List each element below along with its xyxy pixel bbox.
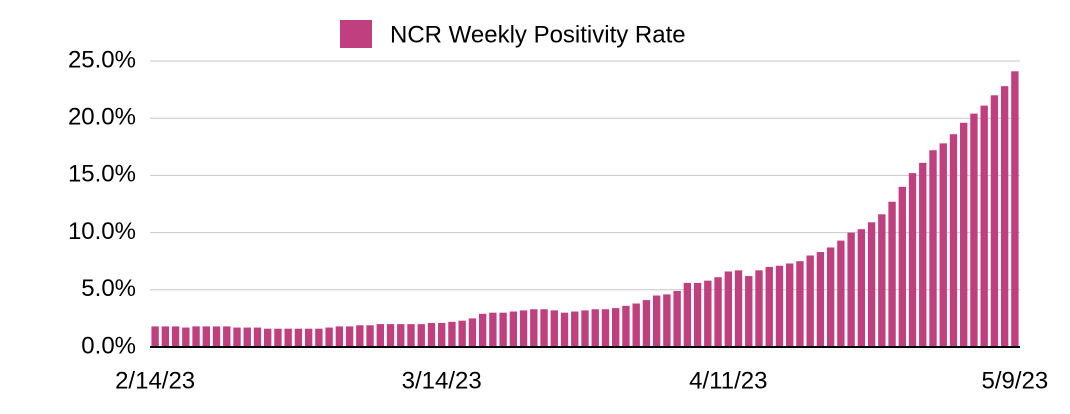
- bar: [253, 327, 262, 347]
- bar: [438, 322, 446, 347]
- bar: [294, 328, 303, 347]
- bar: [356, 325, 364, 347]
- bar: [960, 122, 968, 347]
- bar: [663, 294, 671, 347]
- y-tick-label: 25.0%: [68, 46, 136, 73]
- bar: [345, 326, 354, 347]
- bar: [652, 295, 661, 347]
- bar: [693, 282, 702, 347]
- bar: [161, 326, 170, 347]
- bar: [397, 324, 405, 347]
- bar: [949, 134, 958, 347]
- bar: [151, 326, 159, 347]
- bar: [755, 270, 763, 347]
- y-tick-label: 20.0%: [68, 104, 136, 131]
- bar: [734, 270, 743, 347]
- bar: [919, 162, 927, 347]
- bar: [581, 310, 589, 347]
- bar: [704, 280, 712, 347]
- bar: [274, 328, 282, 347]
- bar: [325, 327, 333, 347]
- x-tick-label: 5/9/23: [982, 367, 1049, 394]
- bar: [182, 327, 190, 347]
- y-tick-label: 10.0%: [68, 218, 136, 245]
- bar: [417, 324, 425, 347]
- bar: [304, 328, 313, 347]
- bar: [386, 324, 395, 347]
- bar: [1011, 71, 1019, 348]
- bar: [990, 95, 999, 347]
- bar: [796, 261, 804, 347]
- y-tick-label: 5.0%: [81, 275, 136, 302]
- bar: [335, 326, 344, 347]
- bar: [622, 305, 630, 347]
- bar: [745, 276, 753, 347]
- bar: [1000, 86, 1009, 347]
- bar: [724, 271, 732, 347]
- bar: [806, 255, 814, 347]
- bar: [642, 300, 651, 347]
- bar: [898, 186, 906, 347]
- bar: [366, 325, 374, 347]
- bar: [847, 232, 855, 347]
- bar: [264, 328, 272, 347]
- bar: [929, 150, 937, 347]
- bar: [243, 327, 251, 347]
- bar: [448, 321, 456, 347]
- bar: [202, 326, 210, 347]
- bar: [939, 143, 947, 347]
- bar: [468, 318, 477, 347]
- bar: [478, 313, 487, 347]
- legend-swatch: [340, 20, 372, 48]
- bar: [591, 309, 599, 347]
- bar: [171, 326, 180, 347]
- bar: [683, 282, 692, 347]
- bar: [816, 252, 825, 347]
- bar: [867, 222, 876, 347]
- bar: [427, 322, 436, 347]
- bar: [509, 311, 518, 347]
- bar: [212, 326, 221, 347]
- bar: [888, 201, 896, 347]
- y-tick-label: 15.0%: [68, 161, 136, 188]
- bar: [857, 229, 866, 347]
- bar: [530, 309, 538, 347]
- bar: [673, 290, 681, 347]
- bar: [837, 240, 845, 347]
- bar: [499, 312, 507, 347]
- x-tick-label: 2/14/23: [115, 367, 195, 394]
- bar: [970, 113, 978, 348]
- x-tick-label: 3/14/23: [402, 367, 482, 394]
- bar: [233, 327, 241, 347]
- bar: [714, 277, 722, 347]
- bar: [908, 173, 917, 347]
- bar: [775, 265, 784, 347]
- bar: [550, 310, 558, 347]
- legend-label: NCR Weekly Positivity Rate: [390, 21, 686, 48]
- bar: [223, 326, 231, 347]
- y-tick-label: 0.0%: [81, 332, 136, 359]
- bar: [458, 320, 466, 347]
- bar: [376, 324, 384, 347]
- bar: [489, 312, 497, 347]
- bar: [519, 310, 528, 347]
- bar: [315, 328, 323, 347]
- bar: [826, 247, 835, 347]
- bar: [632, 303, 640, 347]
- bar: [407, 324, 415, 347]
- bar: [980, 105, 988, 347]
- x-tick-label: 4/11/23: [689, 367, 767, 394]
- bar: [786, 263, 794, 347]
- bar: [560, 312, 569, 347]
- bar: [540, 309, 548, 347]
- bar: [192, 326, 200, 347]
- bar: [571, 311, 579, 347]
- bar: [878, 214, 886, 347]
- bar: [284, 328, 292, 347]
- bar: [765, 266, 773, 347]
- bar: [601, 309, 610, 347]
- bar: [612, 308, 620, 347]
